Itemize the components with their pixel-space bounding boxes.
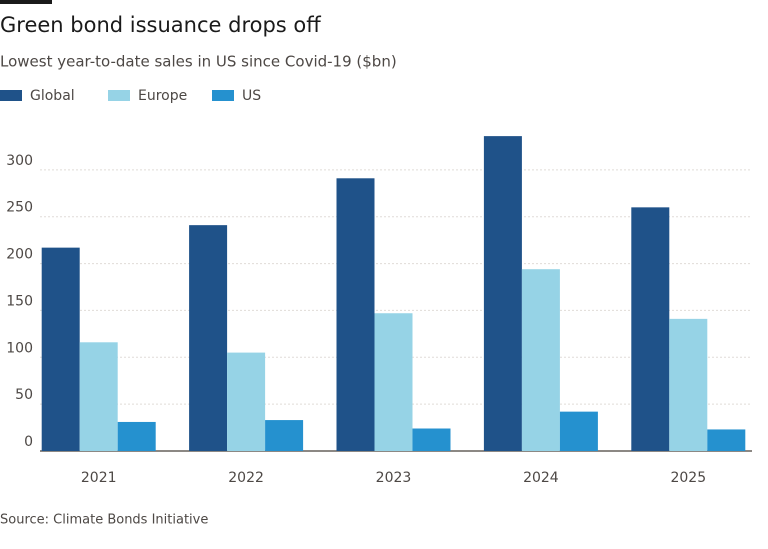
x-tick-label: 2023	[376, 470, 412, 486]
bar	[189, 225, 228, 451]
bar	[559, 411, 598, 451]
y-tick-label: 0	[24, 434, 33, 450]
bar	[41, 247, 80, 451]
legend-label: Europe	[138, 88, 187, 104]
legend-swatch	[0, 90, 22, 101]
bar	[412, 428, 451, 451]
bar	[707, 429, 746, 451]
bar	[521, 269, 560, 451]
x-tick-label: 2022	[228, 470, 264, 486]
bar	[631, 207, 670, 451]
x-tick-label: 2024	[523, 470, 559, 486]
bar	[117, 421, 156, 451]
source: Source: Climate Bonds Initiative	[0, 513, 208, 528]
y-tick-label: 200	[6, 247, 33, 263]
bar	[483, 136, 522, 451]
chart-title: Green bond issuance drops off	[0, 13, 321, 37]
y-tick-label: 300	[6, 153, 33, 169]
legend-label: Global	[30, 88, 75, 104]
x-tick-label: 2025	[670, 470, 706, 486]
bar	[227, 352, 266, 451]
y-tick-label: 250	[6, 200, 33, 216]
bar	[374, 313, 413, 451]
y-tick-label: 100	[6, 340, 33, 356]
title-bar	[0, 0, 52, 4]
bar	[79, 342, 118, 451]
bar	[336, 178, 375, 451]
bar	[265, 420, 304, 451]
chart-subtitle: Lowest year-to-date sales in US since Co…	[0, 53, 397, 71]
legend-label: US	[242, 88, 261, 104]
y-tick-label: 50	[15, 387, 33, 403]
legend-swatch	[108, 90, 130, 101]
y-tick-label: 150	[6, 293, 33, 309]
bar	[669, 318, 708, 451]
legend-swatch	[212, 90, 234, 101]
x-tick-label: 2021	[81, 470, 117, 486]
